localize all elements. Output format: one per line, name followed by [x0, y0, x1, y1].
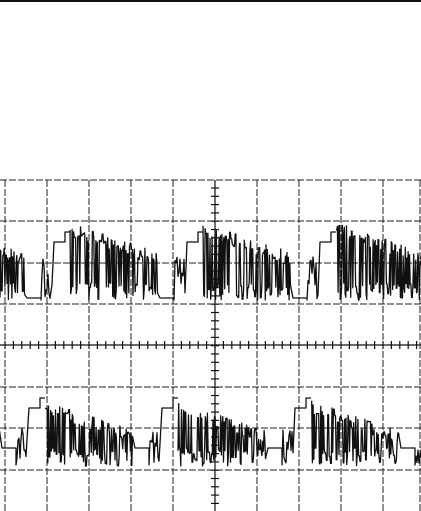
top-edge [0, 0, 421, 2]
signal-trace [0, 397, 421, 467]
signal-trace [0, 224, 421, 301]
traces [0, 224, 421, 467]
